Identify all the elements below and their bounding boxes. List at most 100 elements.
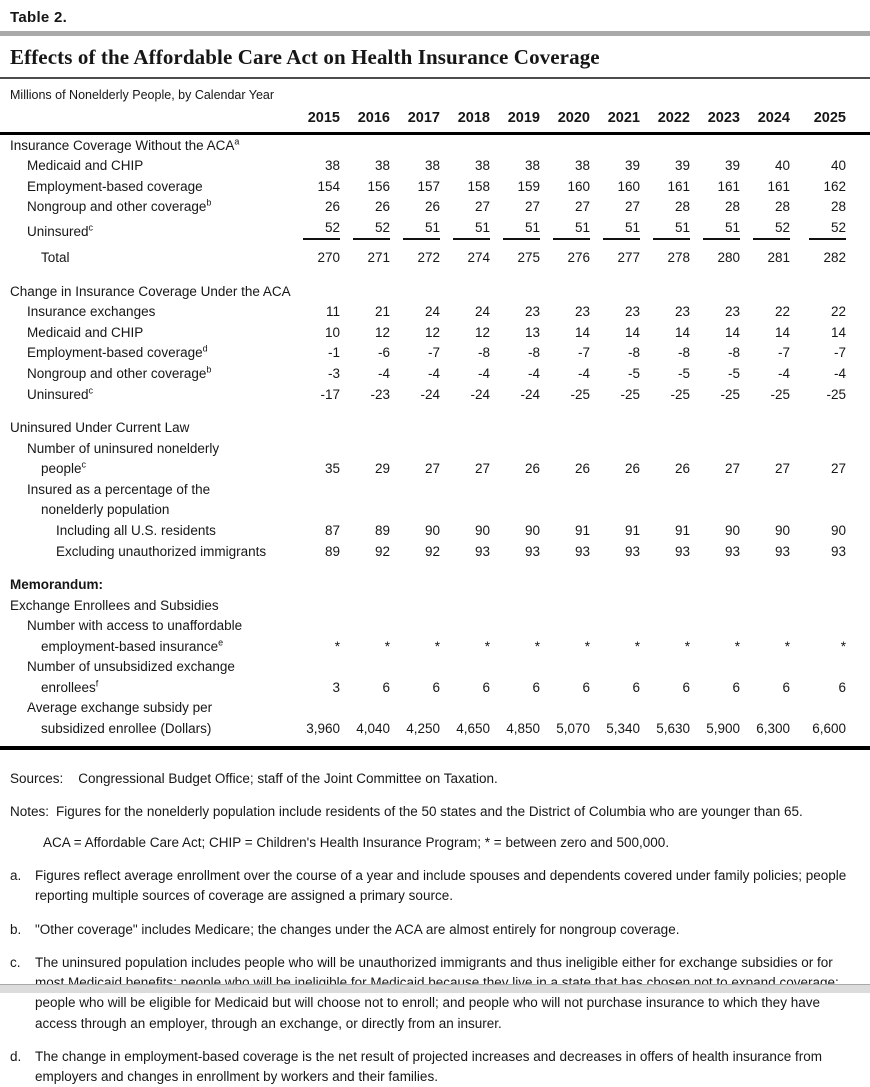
value-cell: 159 — [490, 177, 540, 198]
value-cell: -25 — [790, 384, 870, 405]
row-label: employment-based insurancee — [0, 637, 290, 658]
cell-value: 6 — [838, 679, 846, 695]
value-cell: 26 — [390, 197, 440, 218]
value-cell: 5,630 — [640, 719, 690, 740]
value-cell: 52 — [340, 218, 390, 243]
value-cell: 10 — [290, 323, 340, 344]
cell-value: 38 — [424, 158, 440, 174]
cell-value: * — [634, 638, 640, 654]
value-cell: -24 — [390, 384, 440, 405]
value-cell: -23 — [340, 384, 390, 405]
cell-value: 272 — [417, 250, 440, 266]
row-label: Insured as a percentage of the — [0, 480, 290, 501]
year-column-header: 2025 — [790, 103, 870, 136]
cell-value: 14 — [624, 324, 640, 340]
table-row: peoplec 35 29 27 27 26 26 26 26 27 27 27 — [0, 459, 870, 480]
table-row: Total 270 271 272 274 275 276 277 278 280 281 282 — [0, 242, 870, 268]
value-cell: 27 — [440, 197, 490, 218]
row-label-text: people — [41, 461, 82, 477]
cell-value: -5 — [677, 366, 690, 382]
cell-value: 91 — [624, 522, 640, 538]
value-cell: * — [340, 637, 390, 658]
cell-value: 157 — [417, 178, 440, 194]
cell-value: 52 — [303, 220, 340, 241]
cell-value: -3 — [327, 366, 340, 382]
notes-section: Sources: Congressional Budget Office; sta… — [0, 769, 870, 1087]
footnote: a. Figures reflect average enrollment ove… — [10, 866, 856, 907]
horizontal-scrollbar[interactable] — [0, 984, 870, 993]
value-cell: 282 — [790, 242, 870, 268]
cell-value: 24 — [474, 304, 490, 320]
year-column-header: 2020 — [540, 103, 590, 136]
cell-value: -17 — [320, 386, 340, 402]
table-row: Including all U.S. residents 87 89 90 90 90 91… — [0, 521, 870, 542]
cell-value: 28 — [830, 199, 846, 215]
cell-value: -24 — [420, 386, 440, 402]
table-row: employment-based insurancee * * * * * * * * * * * — [0, 637, 870, 658]
year-column-header: 2021 — [590, 103, 640, 136]
cell-value: 274 — [467, 250, 490, 266]
row-label: Memorandum: — [0, 575, 290, 596]
row-label: Uninsuredc — [0, 218, 290, 243]
value-cell: -8 — [440, 343, 490, 364]
value-cell: 14 — [640, 323, 690, 344]
value-cell: -1 — [290, 343, 340, 364]
cell-value: 93 — [774, 543, 790, 559]
cell-value: 90 — [830, 522, 846, 538]
value-cell: 93 — [790, 541, 870, 562]
value-cell: 90 — [440, 521, 490, 542]
cell-value: -25 — [826, 386, 846, 402]
cell-value: 281 — [767, 250, 790, 266]
table-bottom-rule — [0, 746, 870, 751]
cell-value: 38 — [474, 158, 490, 174]
cell-value: 5,900 — [706, 721, 740, 737]
cell-value: * — [684, 638, 690, 654]
row-label: Change in Insurance Coverage Under the A… — [0, 282, 291, 303]
cell-value: 4,250 — [406, 721, 440, 737]
row-label: Uninsured Under Current Law — [0, 418, 290, 439]
value-cell: * — [790, 637, 870, 658]
row-label-text: Nongroup and other coverage — [27, 366, 207, 382]
cell-value: 91 — [674, 522, 690, 538]
value-cell: 90 — [690, 521, 740, 542]
value-cell: 52 — [790, 218, 870, 243]
value-cell: 93 — [690, 541, 740, 562]
value-cell: 154 — [290, 177, 340, 198]
value-cell: -4 — [540, 364, 590, 385]
value-cell: 89 — [290, 541, 340, 562]
sources-line: Sources: Congressional Budget Office; sta… — [10, 769, 856, 789]
cell-value: 26 — [424, 199, 440, 215]
cell-value: 280 — [717, 250, 740, 266]
cell-value: * — [484, 638, 490, 654]
table-row: Exchange Enrollees and Subsidies — [0, 595, 870, 616]
row-label: Nongroup and other coverageb — [0, 197, 290, 218]
cell-value: 6,300 — [756, 721, 790, 737]
cell-value: 271 — [367, 250, 390, 266]
value-cell: 4,250 — [390, 719, 440, 740]
cell-value: 12 — [474, 324, 490, 340]
footnote-reference: e — [218, 637, 224, 648]
cell-value: 277 — [617, 250, 640, 266]
row-label-text: Exchange Enrollees and Subsidies — [10, 597, 219, 613]
value-cell: 5,340 — [590, 719, 640, 740]
value-cell: 278 — [640, 242, 690, 268]
sources-text: Congressional Budget Office; staff of th… — [78, 771, 498, 787]
footnote-reference: f — [95, 678, 99, 689]
cell-value: 51 — [653, 220, 690, 241]
cell-value: -8 — [727, 345, 740, 361]
cell-value: 4,040 — [356, 721, 390, 737]
cell-value: -25 — [770, 386, 790, 402]
value-cell: -24 — [440, 384, 490, 405]
value-cell: 6 — [540, 678, 590, 699]
cell-value: 93 — [624, 543, 640, 559]
cell-value: 92 — [424, 543, 440, 559]
cell-value: * — [784, 638, 790, 654]
cell-value: 6 — [732, 679, 740, 695]
value-cell: 157 — [390, 177, 440, 198]
cell-value: 40 — [774, 158, 790, 174]
row-label: Medicaid and CHIP — [0, 156, 290, 177]
cell-value: 39 — [624, 158, 640, 174]
cell-value: 158 — [467, 178, 490, 194]
row-label-text: subsidized enrollee (Dollars) — [41, 721, 212, 737]
row-label: Exchange Enrollees and Subsidies — [0, 595, 290, 616]
